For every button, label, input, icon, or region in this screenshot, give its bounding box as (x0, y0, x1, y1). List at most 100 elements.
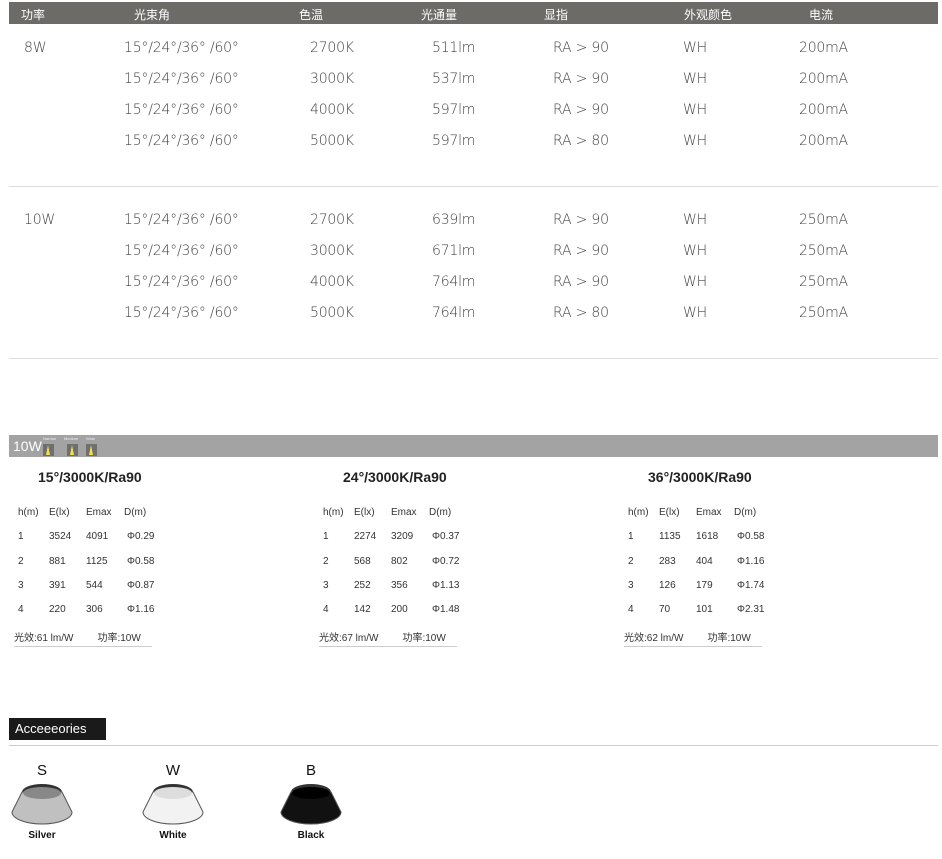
photometric-footer: 光效:62 lm/W 功率:10W (624, 629, 762, 647)
column-header: h(m) (18, 507, 39, 518)
spec-cell: 537lm (432, 71, 476, 87)
spec-cell: RA > 90 (553, 274, 609, 290)
accessory-letter: W (165, 762, 181, 779)
photometric-cell: 3209 (391, 531, 414, 542)
photometric-cell: 1 (18, 531, 24, 542)
photometric-cell: 126 (659, 580, 676, 591)
photometric-footer: 光效:67 lm/W 功率:10W (319, 629, 457, 647)
spec-cell: 5000K (310, 133, 354, 149)
photometric-cell: 4 (628, 604, 634, 615)
photometric-cell: Φ1.48 (432, 604, 460, 615)
efficacy: 光效:61 lm/W (14, 633, 74, 644)
column-header: E(lx) (354, 507, 375, 518)
spec-cell: RA > 90 (553, 212, 609, 228)
photometric-power: 10W (13, 438, 42, 454)
spec-cell: 3000K (310, 71, 354, 87)
spec-cell: WH (683, 243, 707, 259)
photometric-cell: 3524 (49, 531, 72, 542)
photometric-cell: Φ0.37 (432, 531, 460, 542)
column-header: Emax (391, 507, 417, 518)
header-cell: 光通量 (421, 8, 458, 22)
accessory-label: Black (297, 830, 325, 841)
accessories-title: Acceeeories (9, 718, 106, 740)
column-header: D(m) (429, 507, 452, 518)
spec-cell: 5000K (310, 305, 354, 321)
spec-cell: RA > 90 (553, 71, 609, 87)
efficacy: 光效:62 lm/W (624, 633, 684, 644)
power: 功率:10W (707, 633, 751, 644)
photometric-cell: 200 (391, 604, 408, 615)
photometric-cell: 4 (18, 604, 24, 615)
spec-cell: 4000K (310, 274, 354, 290)
spec-cell: 15°/24°/36° /60° (124, 305, 239, 321)
accessories-title-text: Acceeeories (15, 721, 87, 736)
photometric-cell: 2274 (354, 531, 377, 542)
beam-label: Medium (64, 436, 79, 441)
column-header: D(m) (124, 507, 147, 518)
photometric-cell: 4091 (86, 531, 109, 542)
spec-cell: 15°/24°/36° /60° (124, 274, 239, 290)
beam-label: Wide (86, 436, 96, 441)
medium-beam-icon (67, 444, 78, 456)
spec-cell: 15°/24°/36° /60° (124, 212, 239, 228)
photometric-bar: 10W Narrow Medium Wide (9, 435, 938, 457)
efficacy: 光效:67 lm/W (319, 633, 379, 644)
photometric-cell: Φ0.58 (737, 531, 765, 542)
spec-cell: WH (683, 71, 707, 87)
power: 功率:10W (97, 633, 141, 644)
trim-black-icon (278, 780, 344, 826)
spec-cell: 15°/24°/36° /60° (124, 71, 239, 87)
spec-cell: WH (683, 133, 707, 149)
photometric-cell: 3 (18, 580, 24, 591)
photometric-cell: 1135 (659, 531, 681, 542)
photometric-cell: 356 (391, 580, 408, 591)
spec-cell: 15°/24°/36° /60° (124, 243, 239, 259)
photometric-cell: 404 (696, 556, 713, 567)
power-cell: 8W (24, 40, 47, 56)
photometric-cell: 2 (18, 556, 24, 567)
photometric-cell: 101 (696, 604, 713, 615)
spec-cell: 597lm (432, 133, 476, 149)
photometric-cell: 1618 (696, 531, 719, 542)
accessory-letter: S (36, 762, 47, 779)
column-header: h(m) (628, 507, 649, 518)
photometric-cell: 4 (323, 604, 329, 615)
divider (9, 745, 938, 746)
photometric-cell: 252 (354, 580, 371, 591)
spec-cell: RA > 90 (553, 40, 609, 56)
photometric-cell: 1125 (86, 556, 108, 567)
photometric-cell: 568 (354, 556, 371, 567)
column-header: E(lx) (49, 507, 70, 518)
spec-cell: 639lm (432, 212, 476, 228)
spec-cell: RA > 80 (553, 133, 609, 149)
photometric-cell: 391 (49, 580, 66, 591)
spec-cell: 671lm (432, 243, 476, 259)
spec-cell: WH (683, 274, 707, 290)
photometric-cell: 306 (86, 604, 103, 615)
spec-cell: 250mA (799, 274, 848, 290)
spec-cell: 15°/24°/36° /60° (124, 133, 239, 149)
accessory-label: White (159, 830, 187, 841)
photometric-cell: Φ1.13 (432, 580, 460, 591)
spec-cell: 200mA (799, 102, 848, 118)
header-cell: 光束角 (134, 8, 171, 22)
photometric-cell: Φ0.87 (127, 580, 155, 591)
spec-cell: 597lm (432, 102, 476, 118)
spec-cell: WH (683, 305, 707, 321)
spec-cell: WH (683, 212, 707, 228)
header-cell: 功率 (21, 8, 46, 22)
spec-cell: 511lm (432, 40, 476, 56)
spec-cell: 200mA (799, 71, 848, 87)
photometric-cell: Φ2.31 (737, 604, 765, 615)
header-cell: 电流 (809, 8, 834, 22)
photometric-cell: 1 (628, 531, 634, 542)
header-cell: 色温 (299, 8, 324, 22)
trim-silver-icon (9, 780, 75, 826)
photometric-cell: 2 (628, 556, 634, 567)
spec-cell: 250mA (799, 305, 848, 321)
photometric-title: 24°/3000K/Ra90 (343, 469, 447, 485)
accessory-label: Silver (28, 830, 56, 841)
divider (9, 186, 938, 187)
column-header: h(m) (323, 507, 344, 518)
spec-cell: 250mA (799, 212, 848, 228)
